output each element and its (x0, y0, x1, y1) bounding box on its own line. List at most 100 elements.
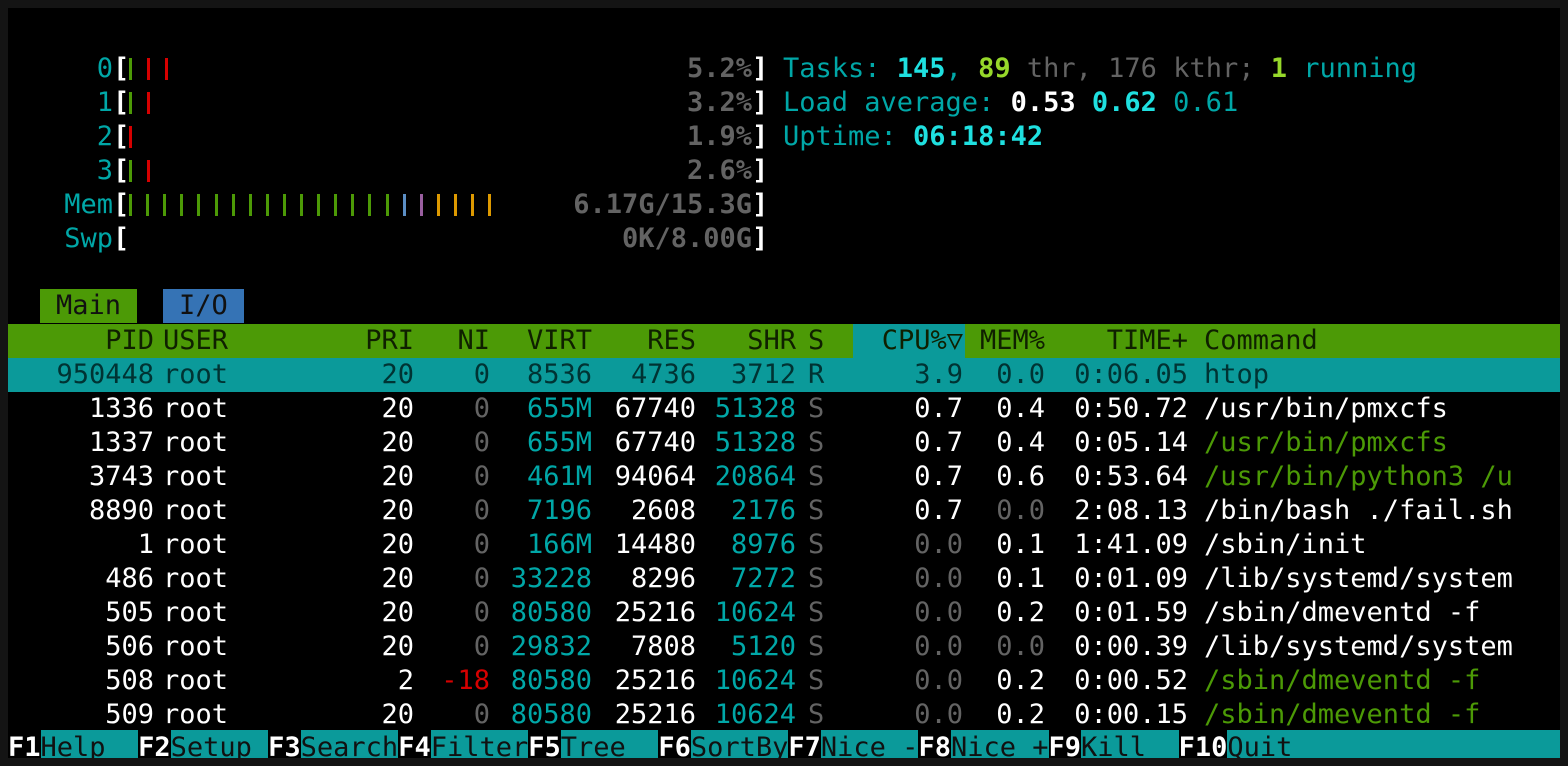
cpu-meter-0-open-bracket: [ (113, 53, 130, 84)
function-label-sortby[interactable]: SortBy (690, 730, 789, 758)
swap-meter-label: Swp (64, 223, 113, 254)
tab-i-o[interactable]: I/O (163, 289, 244, 323)
cell-command: /usr/bin/pmxcfs (1204, 427, 1448, 458)
tasks-kthread-label: kthr; (1156, 53, 1271, 84)
table-row[interactable]: 486 root 20 0 33228 8296 7272 S 0.0 0.1 0:01.09/li… (8, 562, 1560, 596)
table-row[interactable]: 1337 root 20 0 655M 67740 51328 S 0.7 0.4 0:05.14 /… (8, 426, 1560, 460)
column-header-time[interactable]: TIME+ (1106, 325, 1188, 356)
cell-time: 0:06.05 (1074, 359, 1188, 390)
function-label-quit[interactable]: Quit (1227, 730, 1293, 758)
function-key-f8[interactable]: F8 (918, 730, 951, 758)
cell-cpu: 0.7 (914, 461, 963, 492)
function-key-f5[interactable]: F5 (528, 730, 561, 758)
table-row[interactable]: 505 root 20 0 80580 25216 10624 S 0.0 0.2 0:01.59 /… (8, 596, 1560, 630)
cell-shr: 2176 (730, 495, 796, 526)
memory-meter-tick (453, 194, 457, 216)
panel-tab-bar[interactable]: Main I/O (40, 289, 244, 323)
function-label-filter[interactable]: Filter (430, 730, 529, 758)
column-header-pid[interactable]: PID (105, 325, 154, 356)
memory-meter-tick (334, 194, 338, 216)
memory-meter-tick (436, 194, 440, 216)
cpu-meter-0-bar (129, 52, 499, 86)
function-label-help[interactable]: Help (40, 730, 139, 758)
tasks-running-label: running (1287, 53, 1418, 84)
cell-pid: 508 (105, 665, 154, 696)
cpu-meter-0-value: 5.2% (686, 53, 752, 84)
cell-command: /bin/bash ./fail.sh (1204, 495, 1513, 526)
cell-pid: 8890 (88, 495, 154, 526)
cell-ni: 0 (473, 529, 490, 560)
process-table[interactable]: PID USER PRI NI VIRT RES SHR S CPU%▽ MEM% TIME+ Com… (8, 324, 1560, 732)
column-header-mem[interactable]: MEM% (979, 325, 1045, 356)
function-label-nice[interactable]: Nice + (950, 730, 1049, 758)
table-row[interactable]: 950448 root 20 0 8536 4736 3712 R 3.9 0.0 0:06.05 h… (8, 358, 1560, 392)
table-row[interactable]: 1336 root 20 0 655M 67740 51328 S 0.7 0.4 0:50.72 /… (8, 392, 1560, 426)
memory-meter-tick (214, 194, 218, 216)
memory-meter-tick (402, 194, 406, 216)
column-header-command[interactable]: Command (1204, 325, 1318, 356)
cell-shr: 10624 (714, 665, 796, 696)
load-gap-2 (1157, 87, 1173, 118)
uptime-line: Uptime: 06:18:42 (783, 120, 1043, 154)
column-header-cpu[interactable]: CPU%▽ (881, 325, 963, 356)
cell-ni: 0 (473, 563, 490, 594)
function-key-f3[interactable]: F3 (268, 730, 301, 758)
cpu-meter-2-label: 2 (96, 121, 113, 152)
table-row[interactable]: 506 root 20 0 29832 7808 5120 S 0.0 0.0 0:00.39/li… (8, 630, 1560, 664)
function-key-f2[interactable]: F2 (138, 730, 171, 758)
cell-shr: 51328 (714, 393, 796, 424)
tasks-thread-label: thr, (1010, 53, 1109, 84)
cell-shr: 3712 (730, 359, 796, 390)
function-key-f7[interactable]: F7 (788, 730, 821, 758)
cell-s: S (808, 665, 825, 696)
memory-meter-tick (488, 194, 492, 216)
cell-command: /sbin/dmeventd -f (1204, 665, 1481, 696)
cell-virt: 166M (526, 529, 592, 560)
function-key-f4[interactable]: F4 (398, 730, 431, 758)
swap-meter-value: 0K/8.00G (621, 223, 752, 254)
column-header-ni[interactable]: NI (457, 325, 490, 356)
tasks-total-value: 145 (896, 53, 946, 84)
table-row[interactable]: 509 root 20 0 80580 25216 10624 S 0.0 0.2 0:00.15 /… (8, 698, 1560, 732)
column-header-s[interactable]: S (808, 325, 825, 356)
table-row[interactable]: 1 root 20 0 166M 14480 8976 S 0.0 0.1 1:41.09/sbin… (8, 528, 1560, 562)
function-label-tree[interactable]: Tree (560, 730, 659, 758)
column-header-res[interactable]: RES (647, 325, 696, 356)
load-average-label: Load average: (783, 87, 1011, 118)
cell-user: root (163, 461, 229, 492)
column-header-virt[interactable]: VIRT (526, 325, 592, 356)
cell-shr: 51328 (714, 427, 796, 458)
cell-cpu: 3.9 (914, 359, 963, 390)
column-header-pri[interactable]: PRI (365, 325, 414, 356)
function-key-f10[interactable]: F10 (1178, 730, 1228, 758)
memory-meter-tick (146, 194, 150, 216)
load-average-line: Load average: 0.53 0.62 0.61 (783, 86, 1238, 120)
tab-main[interactable]: Main (40, 289, 138, 323)
cpu-meter-0: 0[5.2%] (8, 52, 778, 86)
column-header-shr[interactable]: SHR (747, 325, 796, 356)
column-header-user[interactable]: USER (163, 325, 229, 356)
table-row[interactable]: 3743 root 20 0 461M 94064 20864 S 0.7 0.6 0:53.64 /… (8, 460, 1560, 494)
cell-shr: 5120 (730, 631, 796, 662)
cell-s: S (808, 631, 825, 662)
function-key-f1[interactable]: F1 (8, 730, 41, 758)
function-key-f9[interactable]: F9 (1048, 730, 1082, 758)
table-row[interactable]: 8890 root 20 0 7196 2608 2176 S 0.7 0.0 2:08.13/bi… (8, 494, 1560, 528)
function-label-search[interactable]: Search (300, 730, 399, 758)
memory-meter-tick (163, 194, 167, 216)
cell-pid: 506 (105, 631, 154, 662)
function-label-nice[interactable]: Nice - (820, 730, 919, 758)
swap-meter-close-bracket: ] (752, 223, 769, 254)
function-key-bar[interactable]: F1Help F2Setup F3SearchF4FilterF5Tree F6… (8, 730, 1560, 758)
cell-s: S (808, 393, 825, 424)
function-label-setup[interactable]: Setup (170, 730, 269, 758)
function-key-f6[interactable]: F6 (658, 730, 691, 758)
function-label-kill[interactable]: Kill (1081, 730, 1179, 758)
cell-mem: 0.2 (996, 665, 1045, 696)
cell-mem: 0.0 (996, 495, 1045, 526)
cell-virt: 7196 (526, 495, 592, 526)
cell-cpu: 0.0 (914, 529, 963, 560)
table-row[interactable]: 508 root 2 -18 80580 25216 10624 S 0.0 0.2 0:00.52… (8, 664, 1560, 698)
cell-time: 0:01.59 (1074, 597, 1188, 628)
